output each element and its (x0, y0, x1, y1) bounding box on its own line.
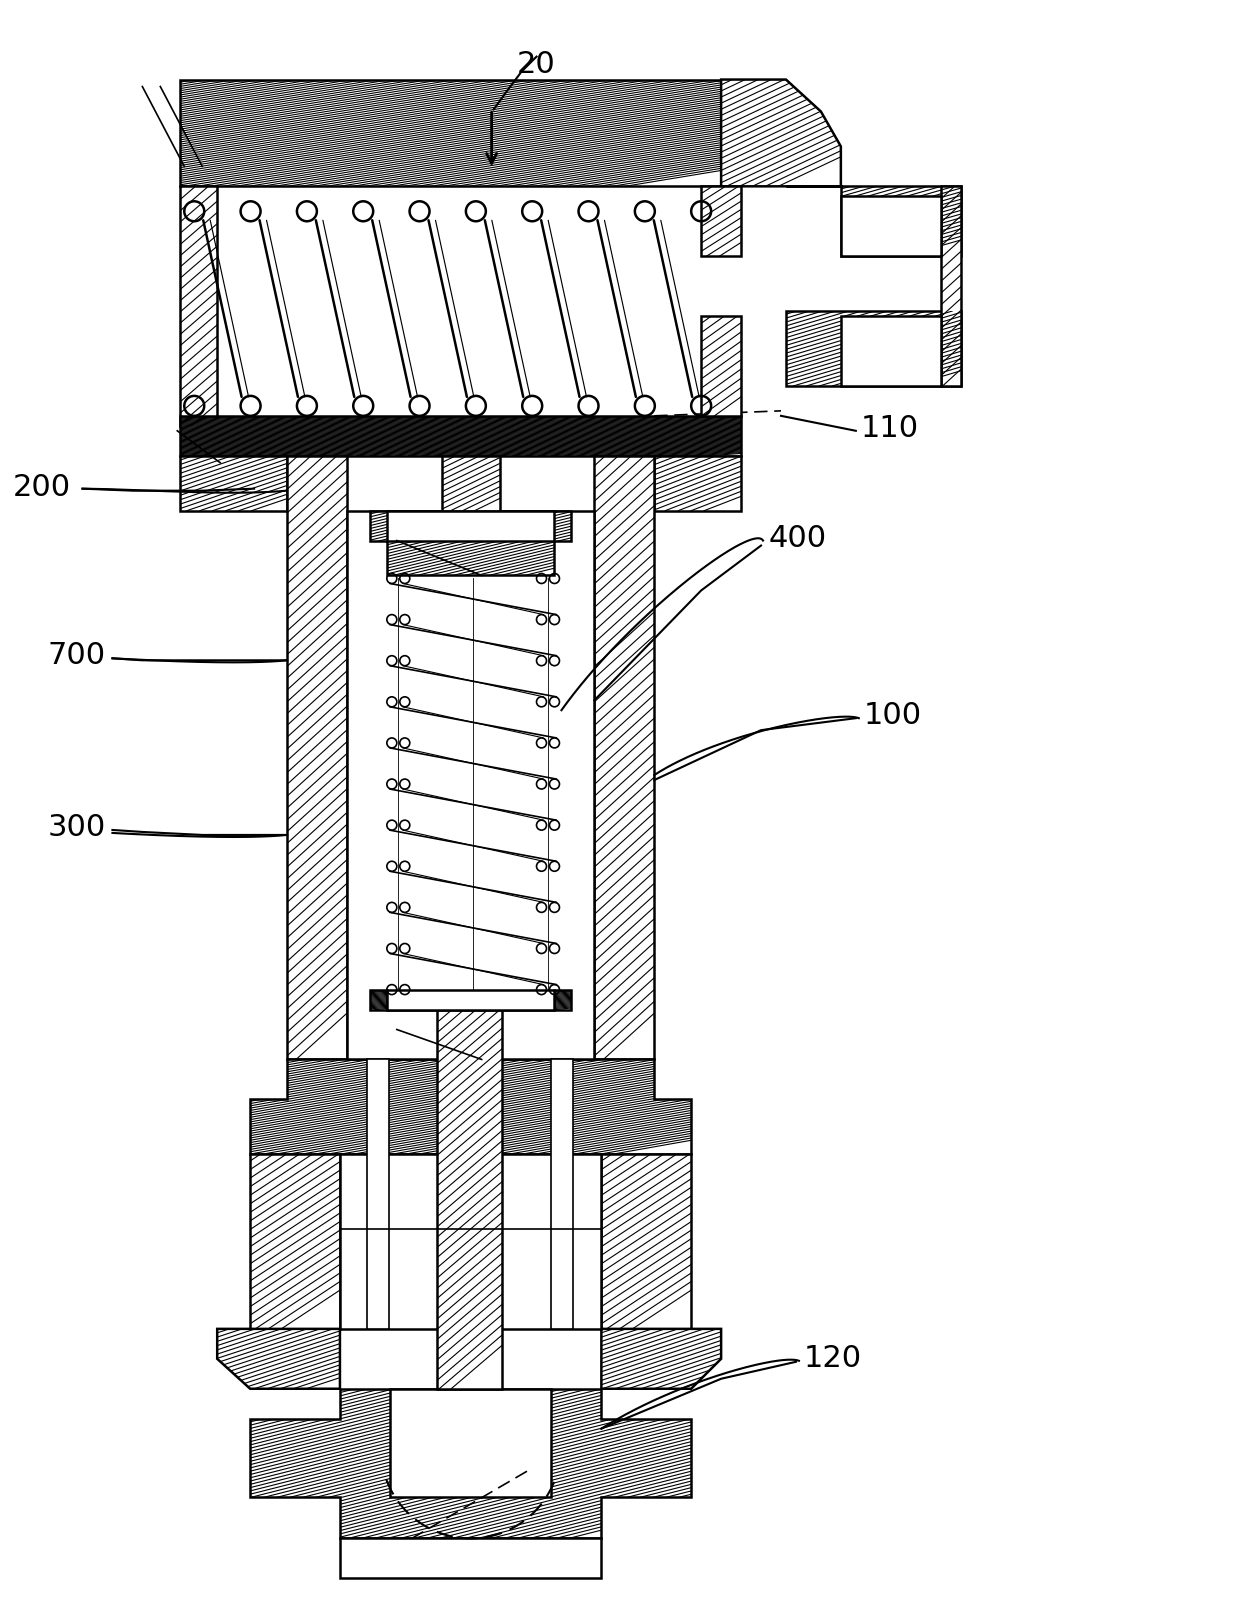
Polygon shape (552, 1059, 573, 1329)
Polygon shape (340, 1154, 601, 1329)
Text: 200: 200 (12, 472, 71, 501)
Polygon shape (370, 511, 572, 575)
Polygon shape (941, 186, 961, 386)
Text: 700: 700 (47, 641, 105, 670)
Polygon shape (786, 186, 961, 256)
Text: 300: 300 (47, 813, 105, 842)
Polygon shape (250, 1388, 691, 1538)
Polygon shape (441, 456, 500, 511)
Polygon shape (841, 317, 941, 386)
Polygon shape (389, 1388, 552, 1496)
Polygon shape (655, 456, 742, 511)
Polygon shape (180, 456, 286, 511)
Polygon shape (180, 416, 742, 456)
Polygon shape (286, 456, 347, 1059)
Polygon shape (180, 186, 217, 426)
Polygon shape (841, 196, 941, 256)
Text: 400: 400 (769, 524, 827, 553)
Polygon shape (180, 80, 722, 186)
Polygon shape (340, 1538, 601, 1578)
Polygon shape (594, 456, 655, 1059)
Polygon shape (701, 317, 742, 416)
Text: 20: 20 (517, 50, 556, 79)
Polygon shape (347, 511, 594, 1059)
Polygon shape (722, 80, 841, 186)
Text: 100: 100 (864, 701, 921, 730)
Text: 120: 120 (804, 1345, 862, 1374)
Polygon shape (387, 511, 554, 540)
Polygon shape (250, 1059, 691, 1154)
Polygon shape (250, 1154, 340, 1329)
Polygon shape (701, 186, 742, 256)
Polygon shape (601, 1329, 722, 1388)
Polygon shape (367, 1059, 389, 1329)
Polygon shape (601, 1154, 691, 1329)
Polygon shape (786, 312, 961, 386)
Polygon shape (370, 990, 572, 1009)
Text: 110: 110 (861, 415, 919, 444)
Polygon shape (387, 990, 554, 1009)
Polygon shape (217, 1329, 340, 1388)
Polygon shape (436, 1009, 502, 1388)
